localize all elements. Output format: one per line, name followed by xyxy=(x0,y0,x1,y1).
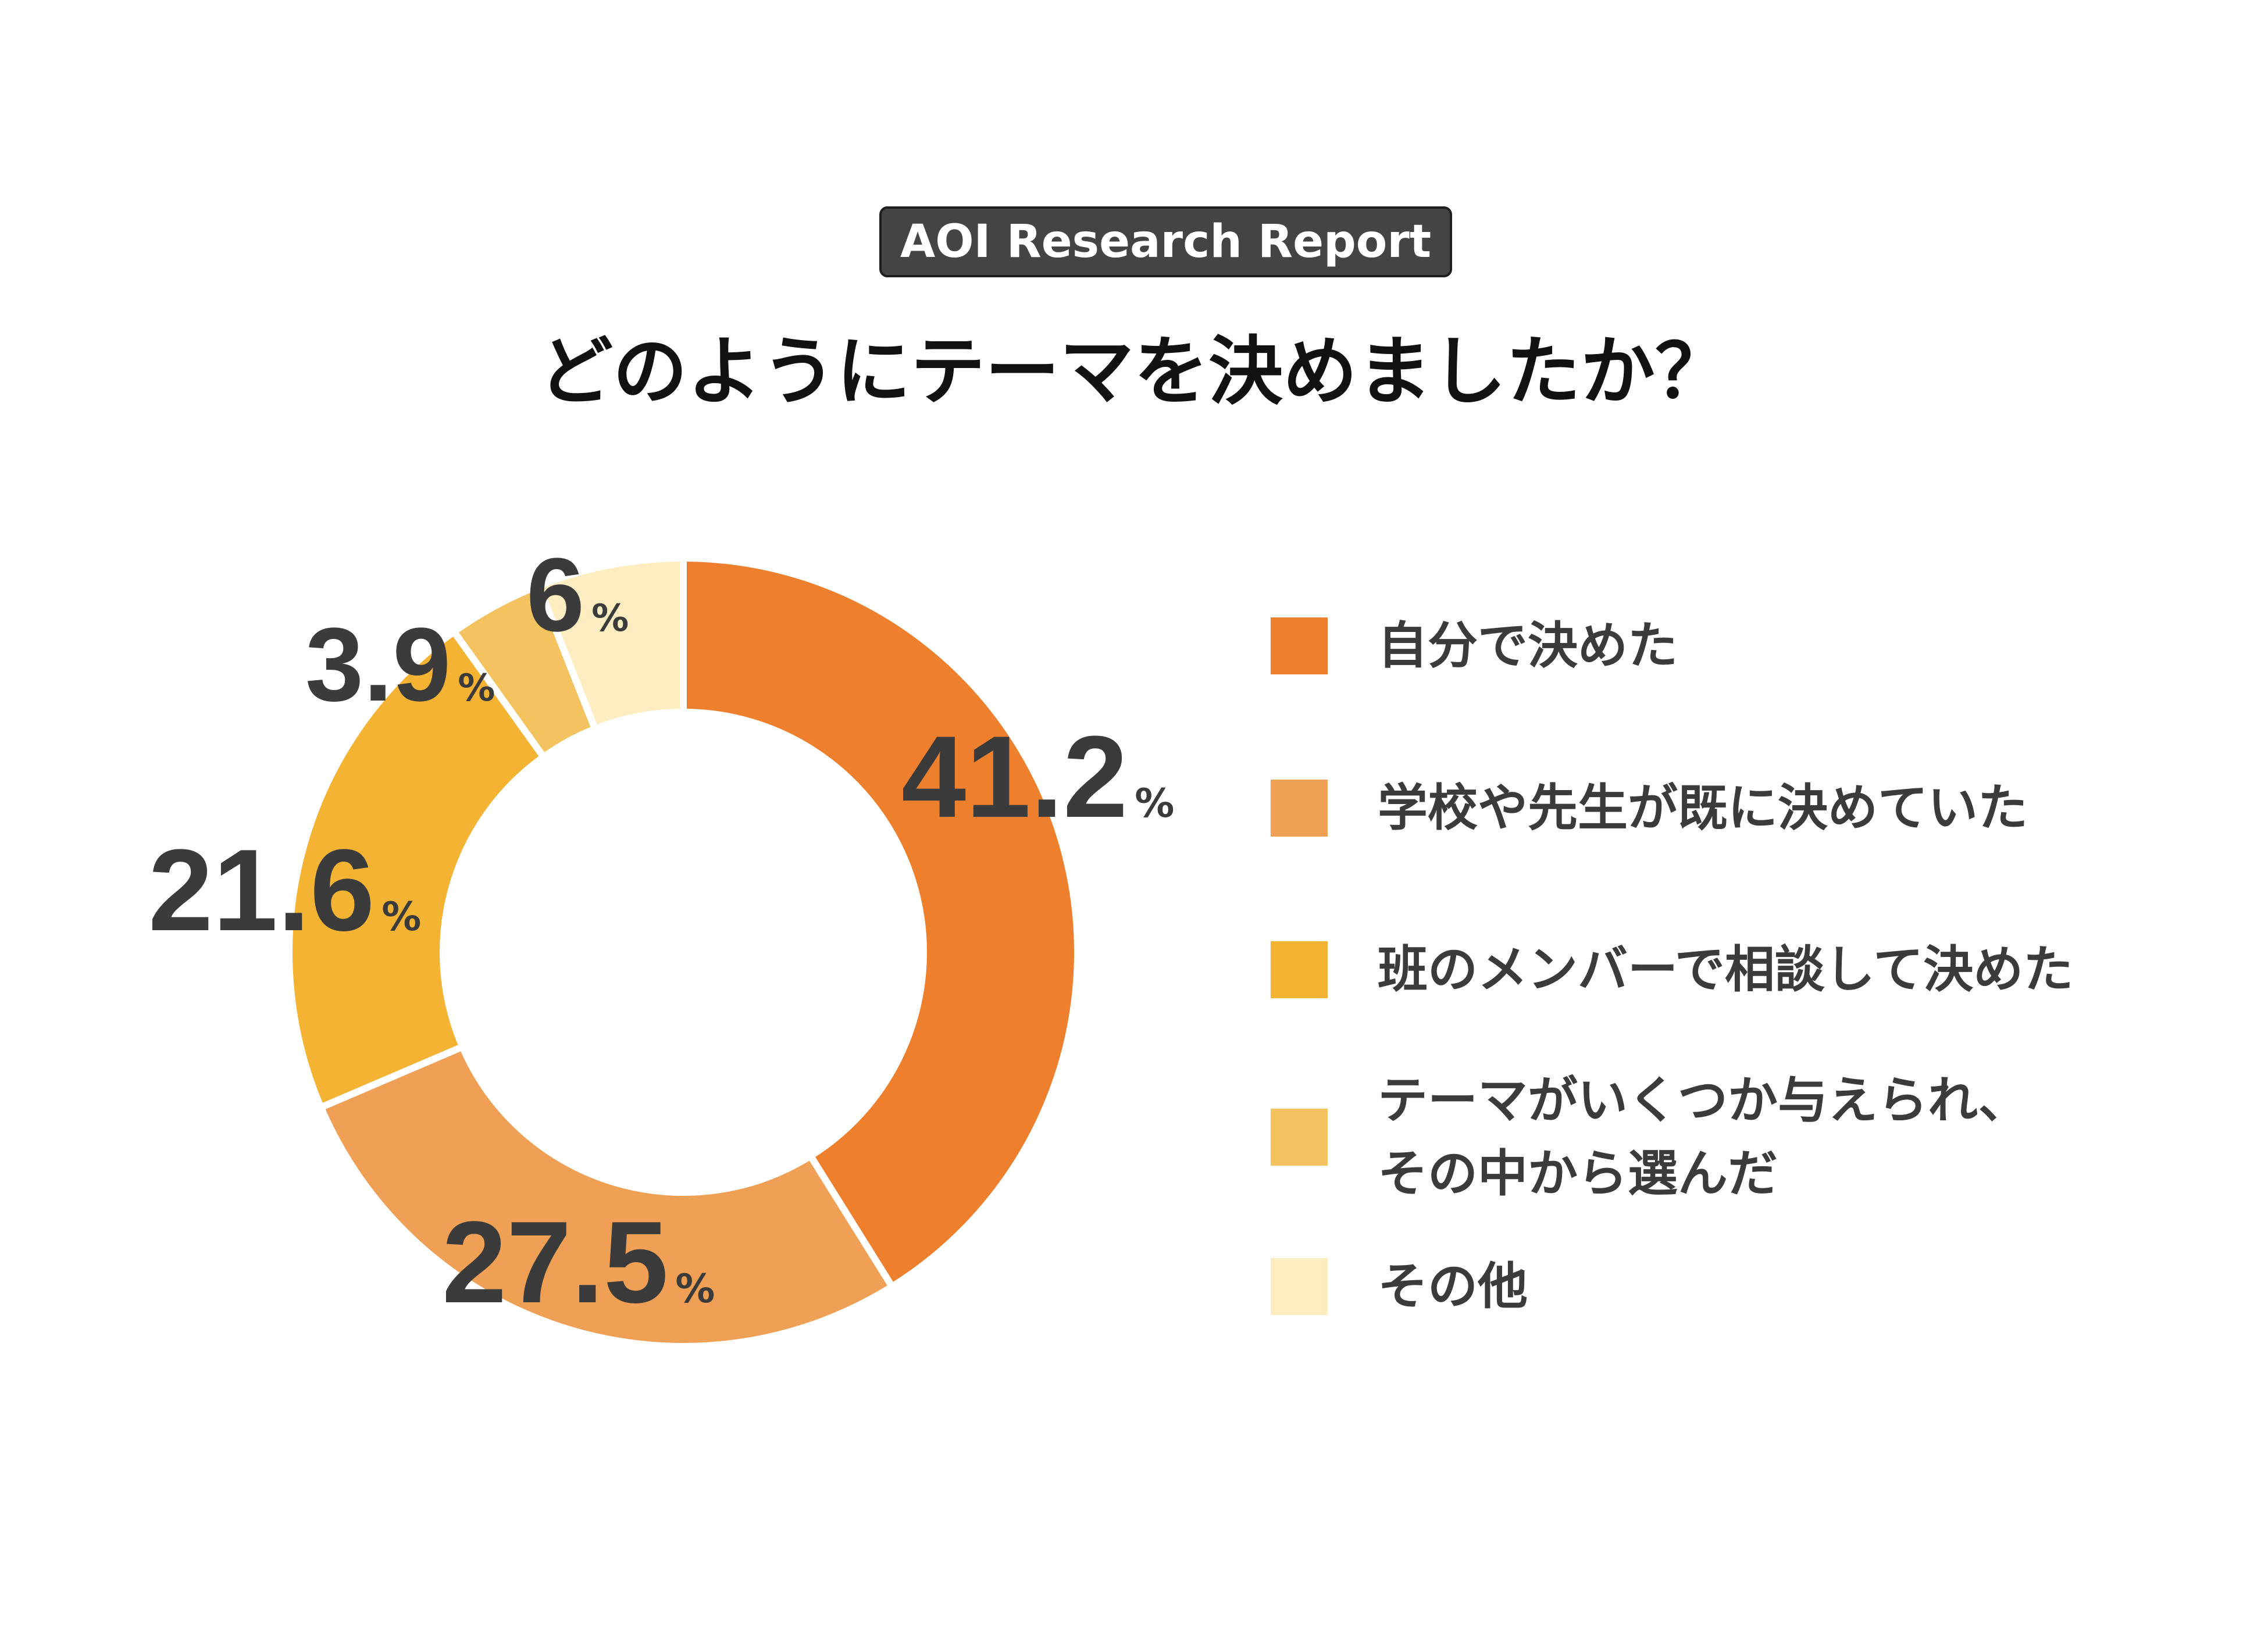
legend-label: 自分で決めた xyxy=(1378,617,1678,675)
slice-value-number: 21.6 xyxy=(148,826,375,955)
legend-swatch xyxy=(1271,1109,1328,1166)
legend-label: テーマがいくつか与えられ、 その中から選んだ xyxy=(1378,1071,2028,1203)
slice-value-label-1: 41.2% xyxy=(901,712,1174,842)
slice-value-unit: % xyxy=(381,894,421,940)
chart-title: どのようにテーマを決めましたか？ xyxy=(538,328,1729,415)
slice-value-unit: % xyxy=(1135,781,1174,827)
legend-item-4: テーマがいくつか与えられ、 その中から選んだ xyxy=(1271,1064,2028,1210)
slice-value-label-3: 21.6% xyxy=(148,826,421,955)
legend-item-2: 学校や先生が既に決めていた xyxy=(1271,771,2028,845)
slice-value-number: 27.5 xyxy=(442,1198,668,1327)
donut-slice-5 xyxy=(534,555,687,733)
legend-item-1: 自分で決めた xyxy=(1271,609,1678,683)
slice-value-number: 3.9 xyxy=(305,606,451,723)
legend-label: その他 xyxy=(1378,1258,1528,1316)
legend-swatch xyxy=(1271,941,1328,998)
slice-value-unit: % xyxy=(458,667,495,710)
legend-swatch xyxy=(1271,617,1328,674)
report-badge: AOI Research Report xyxy=(879,206,1452,277)
slice-value-label-2: 27.5% xyxy=(442,1198,715,1327)
donut-slice-3 xyxy=(286,628,547,1111)
slice-value-unit: % xyxy=(591,597,629,640)
slice-value-number: 6 xyxy=(526,537,584,653)
legend-label: 班のメンバーで相談して決めた xyxy=(1378,941,2074,999)
donut-slice-2 xyxy=(317,1043,896,1350)
legend-item-5: その他 xyxy=(1271,1250,1528,1323)
donut-slice-1 xyxy=(680,555,1081,1291)
slice-value-label-4: 3.9% xyxy=(305,606,495,723)
legend-swatch xyxy=(1271,1258,1328,1315)
slice-value-unit: % xyxy=(675,1266,715,1312)
legend-label: 学校や先生が既に決めていた xyxy=(1378,779,2028,837)
legend-swatch xyxy=(1271,780,1328,837)
slice-value-number: 41.2 xyxy=(901,712,1128,842)
slice-value-label-5: 6% xyxy=(526,537,629,653)
legend-item-3: 班のメンバーで相談して決めた xyxy=(1271,933,2073,1006)
